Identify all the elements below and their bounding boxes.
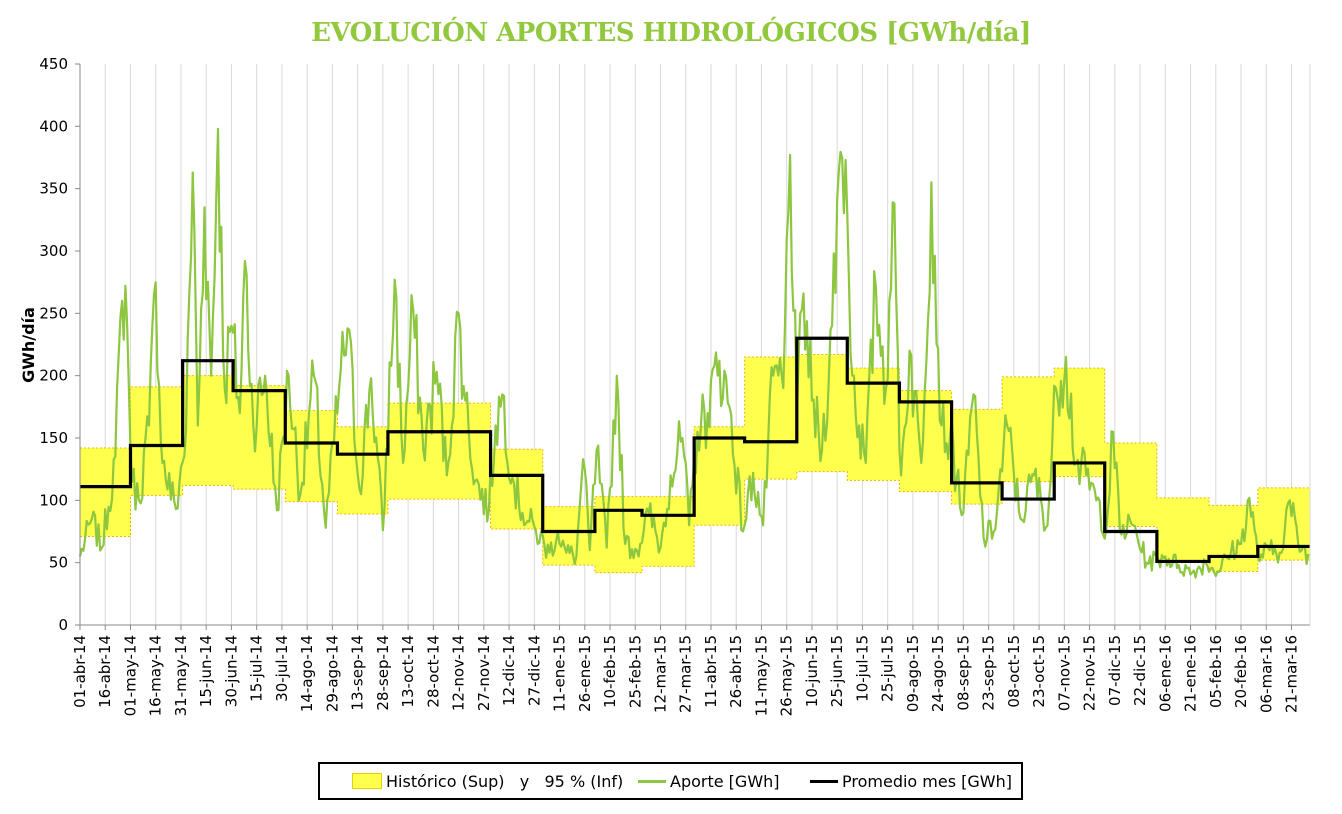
x-tick-label: 06-mar-16 bbox=[1257, 635, 1275, 713]
x-tick-label: 28-oct-14 bbox=[424, 635, 442, 708]
legend-swatch-band bbox=[352, 773, 382, 789]
x-tick-label: 06-ene-16 bbox=[1156, 635, 1174, 712]
x-tick-label: 24-ago-15 bbox=[929, 635, 947, 712]
x-tick-label: 14-ago-14 bbox=[298, 635, 316, 712]
x-tick-label: 15-jun-14 bbox=[197, 635, 215, 707]
x-tick-label: 25-feb-15 bbox=[626, 635, 644, 708]
x-tick-label: 23-sep-15 bbox=[980, 635, 998, 711]
y-tick-label: 400 bbox=[39, 117, 68, 135]
x-tick-label: 22-nov-15 bbox=[1081, 635, 1099, 711]
x-tick-label: 12-mar-15 bbox=[652, 635, 670, 713]
x-tick-label: 15-jul-14 bbox=[248, 635, 266, 702]
x-tick-label: 10-feb-15 bbox=[601, 635, 619, 708]
y-tick-label: 150 bbox=[39, 429, 68, 447]
x-tick-label: 11-ene-15 bbox=[551, 635, 569, 712]
chart-title: EVOLUCIÓN APORTES HIDROLÓGICOS [GWh/día] bbox=[311, 18, 1031, 48]
y-tick-label: 50 bbox=[49, 554, 68, 572]
x-tick-label: 07-dic-15 bbox=[1106, 635, 1124, 706]
legend-label-historico: Histórico (Sup) y 95 % (Inf) bbox=[386, 771, 624, 791]
x-tick-label: 05-feb-16 bbox=[1207, 635, 1225, 708]
x-tick-label: 26-may-15 bbox=[778, 635, 796, 716]
x-tick-label: 30-jul-14 bbox=[273, 635, 291, 702]
x-tick-label: 21-ene-16 bbox=[1182, 635, 1200, 712]
x-tick-label: 11-may-15 bbox=[752, 635, 770, 716]
legend: Histórico (Sup) y 95 % (Inf) Aporte [GWh… bbox=[318, 762, 1023, 800]
x-tick-label: 20-feb-16 bbox=[1232, 635, 1250, 708]
x-tick-label: 30-jun-14 bbox=[222, 635, 240, 707]
x-tick-label: 08-sep-15 bbox=[954, 635, 972, 711]
x-tick-label: 11-abr-15 bbox=[702, 635, 720, 708]
x-tick-label: 01-may-14 bbox=[121, 635, 139, 716]
x-tick-label: 12-dic-14 bbox=[500, 635, 518, 706]
promedio-step-line bbox=[80, 336, 1310, 564]
x-tick-label: 13-oct-14 bbox=[399, 635, 417, 708]
x-tick-label: 29-ago-14 bbox=[323, 635, 341, 712]
legend-label-aporte: Aporte [GWh] bbox=[670, 771, 780, 791]
x-tick-label: 10-jun-15 bbox=[803, 635, 821, 707]
x-tick-label: 23-oct-15 bbox=[1030, 635, 1048, 708]
legend-item-promedio: Promedio mes [GWh] bbox=[810, 771, 1012, 791]
y-tick-label: 100 bbox=[39, 491, 68, 509]
y-tick-label: 200 bbox=[39, 367, 68, 385]
legend-label-promedio: Promedio mes [GWh] bbox=[842, 771, 1012, 791]
y-axis-label: GWh/día bbox=[19, 307, 38, 383]
legend-swatch-promedio bbox=[810, 779, 838, 783]
x-tick-label: 13-sep-14 bbox=[349, 635, 367, 711]
y-tick-label: 300 bbox=[39, 242, 68, 260]
x-tick-label: 22-dic-15 bbox=[1131, 635, 1149, 706]
axes bbox=[79, 64, 1311, 626]
x-tick-label: 16-abr-14 bbox=[96, 635, 114, 708]
y-tick-label: 350 bbox=[39, 180, 68, 198]
x-tick-label: 25-jul-15 bbox=[879, 635, 897, 702]
x-tick-label: 28-sep-14 bbox=[374, 635, 392, 711]
x-tick-label: 25-jun-15 bbox=[828, 635, 846, 707]
legend-item-historico: Histórico (Sup) y 95 % (Inf) bbox=[352, 771, 623, 791]
x-tick-label: 01-abr-14 bbox=[71, 635, 89, 708]
x-tick-label: 09-ago-15 bbox=[904, 635, 922, 712]
x-tick-label: 26-abr-15 bbox=[727, 635, 745, 708]
x-tick-label: 16-may-14 bbox=[147, 635, 165, 716]
legend-item-aporte: Aporte [GWh] bbox=[638, 771, 780, 791]
x-tick-label: 26-ene-15 bbox=[576, 635, 594, 712]
legend-swatch-aporte bbox=[638, 779, 666, 783]
y-tick-label: 450 bbox=[39, 55, 68, 73]
y-tick-label: 250 bbox=[39, 304, 68, 322]
x-tick-label: 10-jul-15 bbox=[853, 635, 871, 702]
x-tick-label: 07-nov-15 bbox=[1055, 635, 1073, 711]
promedio-series bbox=[80, 336, 1310, 564]
historic-lower-edge bbox=[80, 471, 1310, 574]
y-tick-label: 0 bbox=[58, 616, 68, 634]
x-tick-label: 27-dic-14 bbox=[525, 635, 543, 706]
x-tick-label: 31-may-14 bbox=[172, 635, 190, 716]
x-tick-label: 12-nov-14 bbox=[450, 635, 468, 711]
y-tick-labels: 0 50 100 150 200 250 300 350 400 450 bbox=[39, 55, 80, 634]
x-tick-label: 27-nov-14 bbox=[475, 635, 493, 711]
x-tick-labels: 01-abr-14 16-abr-14 01-may-14 16-may-14 31-m… bbox=[71, 625, 1300, 716]
x-tick-label: 21-mar-16 bbox=[1282, 635, 1300, 713]
x-tick-label: 08-oct-15 bbox=[1005, 635, 1023, 708]
x-tick-label: 27-mar-15 bbox=[677, 635, 695, 713]
